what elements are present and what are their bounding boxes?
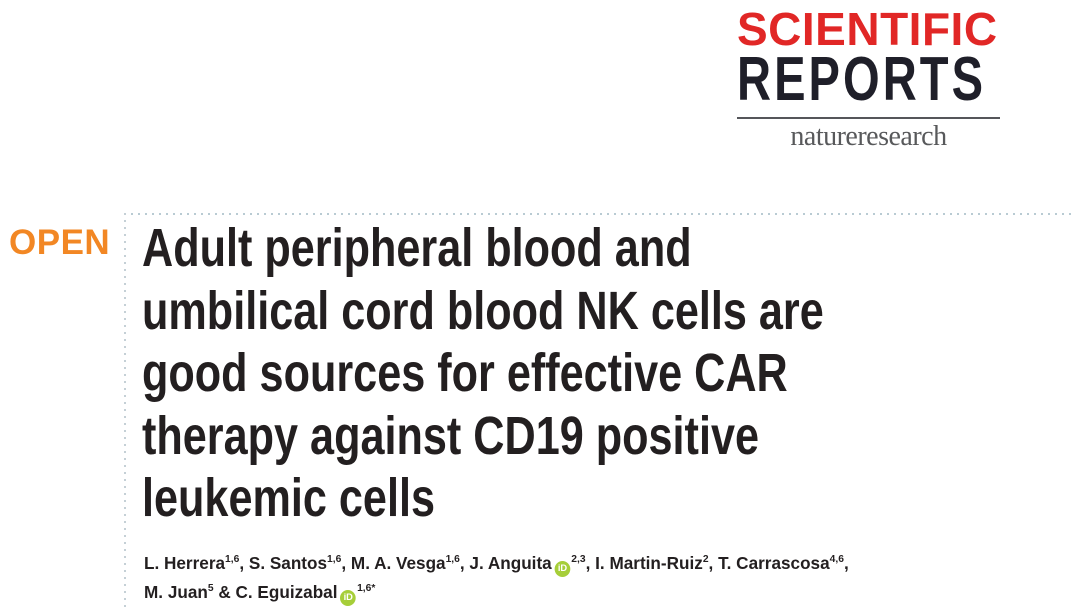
journal-name-reports: REPORTS: [737, 45, 987, 114]
author: I. Martin-Ruiz2,: [595, 553, 718, 573]
article-title-line: umbilical cord blood NK cells are: [142, 280, 824, 341]
author: C. Eguizabal iD1,6*: [235, 581, 376, 606]
author-separator: ,: [459, 553, 470, 573]
author-name: J. Anguita: [469, 553, 552, 573]
masthead-divider: [737, 117, 1000, 119]
journal-masthead: SCIENTIFIC REPORTS natureresearch: [737, 6, 1000, 154]
author-affiliations: 4,6: [829, 553, 844, 566]
author: T. Carrascosa4,6,: [718, 553, 849, 573]
author-affiliations: 2,3: [571, 553, 586, 566]
orcid-icon[interactable]: iD: [554, 561, 571, 577]
article-title-line: Adult peripheral blood and: [142, 218, 692, 278]
article-title: Adult peripheral blood and umbilical cord…: [142, 217, 1022, 530]
article-title-line: good sources for effective CAR: [142, 343, 788, 403]
orcid-icon[interactable]: iD: [340, 589, 357, 606]
author: M. A. Vesga1,6,: [351, 553, 470, 573]
author: S. Santos1,6,: [249, 553, 351, 573]
author-separator: &: [213, 581, 236, 602]
author-separator: ,: [341, 553, 351, 573]
author-name: T. Carrascosa: [718, 553, 830, 573]
publisher-logo: natureresearch: [790, 121, 947, 152]
author-name: C. Eguizabal: [235, 581, 338, 602]
author-name: L. Herrera: [144, 553, 226, 573]
journal-name-scientific: SCIENTIFIC: [737, 3, 998, 55]
author: J. Anguita iD2,3,: [469, 553, 596, 577]
author: M. Juan5 &: [144, 582, 236, 602]
author-separator: ,: [239, 553, 249, 573]
author-affiliations: 2: [702, 553, 709, 566]
author-affiliations: 5: [207, 581, 214, 594]
author-name: S. Santos: [248, 553, 328, 573]
article-title-line: leukemic cells: [142, 468, 435, 528]
article-title-line: therapy against CD19 positive: [142, 405, 759, 466]
open-access-label: OPEN: [9, 223, 111, 262]
author-affiliations: 1,6: [225, 553, 240, 566]
author-name: I. Martin-Ruiz: [595, 553, 703, 573]
author-affiliations: 1,6: [445, 553, 460, 566]
dotted-rule-horizontal: [124, 213, 1074, 215]
author: L. Herrera1,6,: [144, 553, 249, 573]
author-affiliations: 1,6: [327, 553, 342, 566]
author-name: M. Juan: [144, 581, 208, 602]
author-separator: ,: [585, 553, 596, 573]
author-separator: ,: [708, 553, 719, 573]
author-separator: ,: [843, 553, 849, 573]
author-name: M. A. Vesga: [350, 553, 446, 573]
author-affiliations: 1,6*: [357, 581, 376, 594]
dotted-rule-vertical: [124, 213, 126, 611]
author-list: L. Herrera1,6, S. Santos1,6, M. A. Vesga…: [144, 549, 1065, 606]
